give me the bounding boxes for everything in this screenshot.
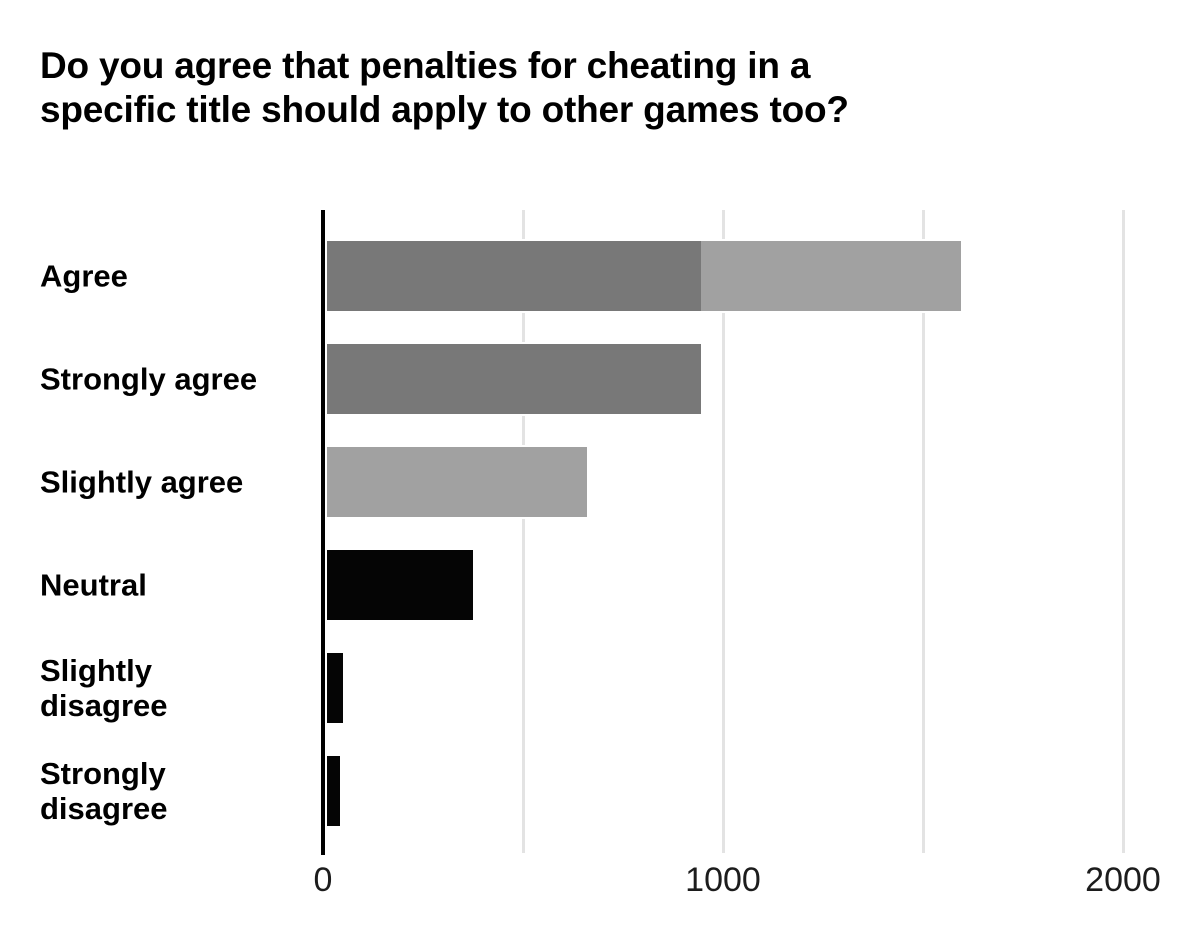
bar-segment-strongly-agree xyxy=(327,344,701,414)
gridline-x-1000 xyxy=(721,210,725,853)
category-label-slightly-agree: Slightly agree xyxy=(40,464,244,500)
bar-agree xyxy=(327,241,961,311)
bar-segment-strongly-disagree xyxy=(327,756,340,826)
category-label-neutral: Neutral xyxy=(40,567,147,603)
y-axis-line xyxy=(321,210,325,855)
bar-segment-slightly-agree xyxy=(327,447,587,517)
chart-title: Do you agree that penalties for cheating… xyxy=(40,44,849,132)
x-tick-label-0: 0 xyxy=(313,861,333,899)
gridline-x-1500 xyxy=(921,210,925,853)
category-label-slightly-disagree: Slightly disagree xyxy=(40,653,168,723)
chart-title-line-2: specific title should apply to other gam… xyxy=(40,89,849,130)
bar-strongly-agree xyxy=(327,344,701,414)
category-label-agree: Agree xyxy=(40,258,128,294)
bar-segment-neutral xyxy=(327,550,473,620)
bar-segment-strongly-agree-portion xyxy=(327,241,701,311)
bar-segment-slightly-agree-portion xyxy=(701,241,961,311)
bar-slightly-disagree xyxy=(327,653,343,723)
bar-neutral xyxy=(327,550,473,620)
gridline-x-2000 xyxy=(1121,210,1125,853)
x-tick-label-2000: 2000 xyxy=(1085,861,1161,899)
bar-slightly-agree xyxy=(327,447,587,517)
bar-segment-slightly-disagree xyxy=(327,653,343,723)
bar-strongly-disagree xyxy=(327,756,340,826)
category-label-strongly-agree: Strongly agree xyxy=(40,361,258,397)
gridline-x-500 xyxy=(521,210,525,853)
category-label-strongly-disagree: Strongly disagree xyxy=(40,756,168,826)
chart-title-line-1: Do you agree that penalties for cheating… xyxy=(40,45,811,86)
x-tick-label-1000: 1000 xyxy=(685,861,761,899)
